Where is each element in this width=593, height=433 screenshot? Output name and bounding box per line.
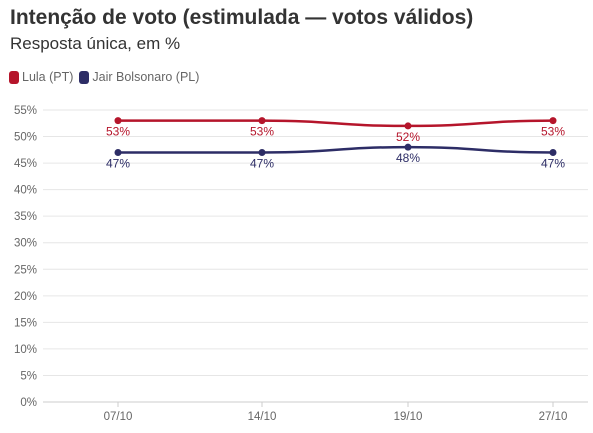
legend-item-lula[interactable]: Lula (PT) xyxy=(9,70,73,84)
y-tick-label: 5% xyxy=(20,370,37,382)
data-point xyxy=(549,117,557,125)
data-point xyxy=(258,148,266,156)
data-label: 48% xyxy=(396,151,420,165)
chart-title: Intenção de voto (estimulada — votos vál… xyxy=(10,6,474,29)
data-point xyxy=(258,117,266,125)
data-label: 53% xyxy=(106,125,130,139)
y-tick-label: 25% xyxy=(14,264,37,276)
y-tick-label: 30% xyxy=(14,238,37,250)
data-point xyxy=(549,148,557,156)
chart-subtitle: Resposta única, em % xyxy=(10,34,181,53)
x-tick-label: 07/10 xyxy=(104,411,133,423)
series-line-lula xyxy=(118,119,554,128)
data-point xyxy=(114,148,122,156)
legend-label-lula: Lula (PT) xyxy=(22,70,74,84)
data-point xyxy=(404,122,412,130)
y-tick-label: 35% xyxy=(14,211,37,223)
series-line-bolsonaro xyxy=(118,145,554,154)
y-tick-label: 10% xyxy=(14,344,37,356)
legend-swatch-bolsonaro xyxy=(79,70,90,84)
data-label: 47% xyxy=(541,156,565,170)
legend: Lula (PT) Jair Bolsonaro (PL) xyxy=(9,70,205,84)
x-tick-label: 27/10 xyxy=(539,411,568,423)
y-tick-label: 50% xyxy=(14,132,37,144)
y-tick-label: 45% xyxy=(14,158,37,170)
y-tick-label: 0% xyxy=(20,397,37,409)
data-point xyxy=(114,117,122,125)
data-point xyxy=(404,143,412,151)
x-tick-label: 19/10 xyxy=(394,411,423,423)
y-tick-label: 55% xyxy=(14,105,37,117)
legend-swatch-lula xyxy=(9,70,19,84)
x-tick-label: 14/10 xyxy=(248,411,277,423)
data-label: 53% xyxy=(250,125,274,139)
data-label: 53% xyxy=(541,125,565,139)
legend-label-bolsonaro: Jair Bolsonaro (PL) xyxy=(92,70,200,84)
legend-item-bolsonaro[interactable]: Jair Bolsonaro (PL) xyxy=(79,70,199,84)
data-label: 47% xyxy=(106,156,130,170)
y-tick-label: 40% xyxy=(14,185,37,197)
y-tick-label: 20% xyxy=(14,291,37,303)
data-label: 47% xyxy=(250,156,274,170)
y-tick-label: 15% xyxy=(14,317,37,329)
data-label: 52% xyxy=(396,130,420,144)
